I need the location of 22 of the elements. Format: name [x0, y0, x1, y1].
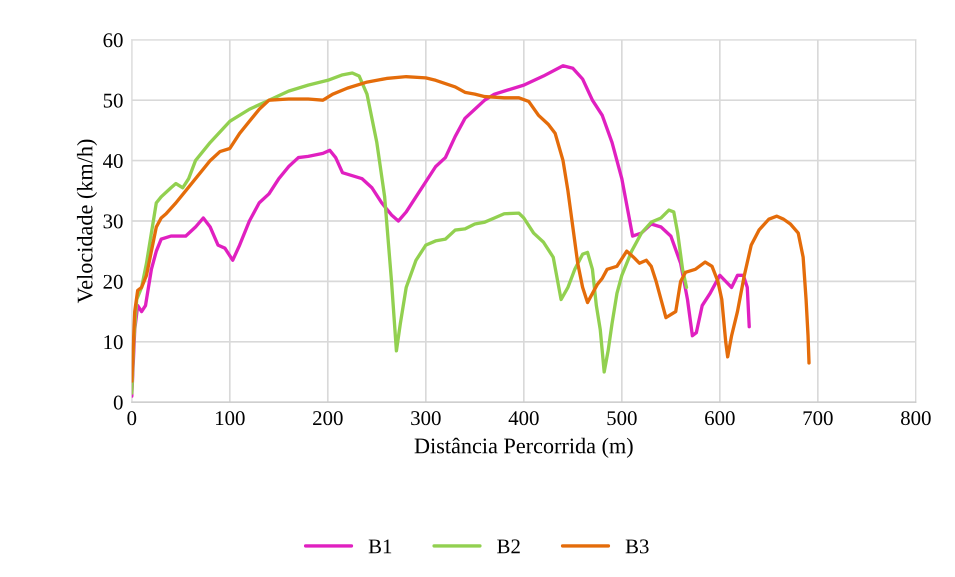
- y-tick-label: 30: [104, 214, 123, 228]
- y-axis-title: Velocidade (km/h): [76, 140, 98, 304]
- x-tick-label: 200: [313, 411, 343, 426]
- legend-label: B3: [626, 539, 649, 554]
- x-tick-label: 400: [508, 411, 539, 426]
- y-tick-label: 50: [104, 94, 123, 108]
- y-tick-label: 0: [114, 396, 123, 410]
- x-axis-title: Distância Percorrida (m): [414, 438, 633, 458]
- x-tick-label: 600: [705, 411, 735, 426]
- legend-label: B1: [368, 539, 392, 554]
- x-tick-label: 300: [411, 411, 441, 426]
- line-series: [132, 74, 811, 383]
- x-tick-label: 0: [127, 411, 136, 426]
- x-tick-label: 100: [216, 411, 245, 426]
- y-tick-label: 10: [104, 335, 123, 350]
- y-tick-label: 60: [104, 33, 123, 48]
- x-tick-label: 800: [901, 411, 931, 426]
- y-tick-label: 40: [103, 154, 123, 168]
- y-tick-label: 20: [104, 274, 123, 289]
- x-tick-label: 700: [804, 411, 833, 426]
- legend-label: B2: [497, 539, 520, 554]
- x-tick-label: 500: [607, 411, 637, 426]
